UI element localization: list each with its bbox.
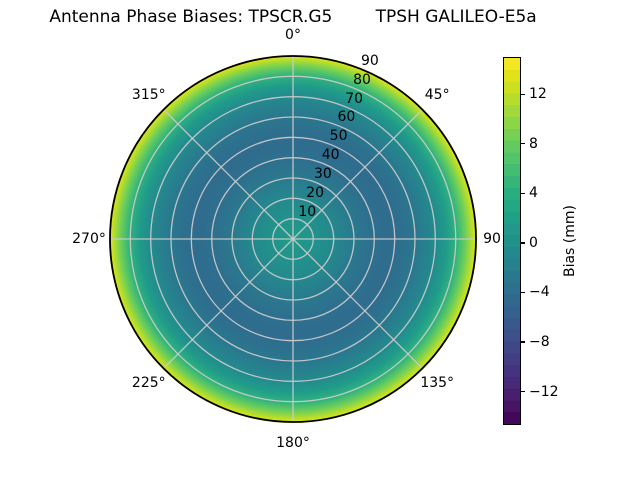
colorbar-axis-label: Bias (mm) [562, 204, 578, 278]
colorbar-tick-label: 12 [529, 86, 547, 103]
theta-tick-label: 0° [285, 27, 301, 43]
theta-tick-label: 45° [424, 86, 450, 103]
theta-tick-label: 270° [72, 231, 106, 247]
colorbar [503, 57, 521, 425]
colorbar-tick-label: −4 [529, 284, 550, 301]
plot-title: Antenna Phase Biases: TPSCR.G5 TPSH GALI… [49, 7, 537, 27]
r-tick-label: 50 [329, 128, 348, 145]
r-tick-label: 30 [313, 166, 332, 182]
r-tick-label: 60 [337, 109, 356, 126]
colorbar-tick-label: 0 [529, 234, 538, 251]
r-tick-label: 80 [353, 71, 371, 88]
theta-tick-label: 90 [483, 231, 501, 247]
polar-axes [109, 55, 477, 423]
r-tick-label: 20 [306, 184, 325, 201]
colorbar-tick-label: 4 [529, 185, 538, 202]
polar-grid [109, 55, 477, 423]
colorbar-tick-mark [521, 242, 525, 244]
theta-tick-label: 180° [276, 435, 310, 451]
colorbar-tick-mark [521, 192, 525, 194]
r-tick-label: 90 [360, 52, 379, 69]
colorbar-tick-label: −12 [529, 383, 559, 400]
colorbar-tick-mark [521, 291, 525, 294]
r-tick-label: 10 [298, 203, 317, 220]
colorbar-tick-label: −8 [529, 334, 550, 350]
r-tick-label: 70 [345, 90, 364, 107]
colorbar-tick-mark [521, 143, 525, 145]
r-tick-label: 40 [321, 147, 340, 164]
theta-tick-label: 315° [131, 86, 166, 103]
colorbar-tick-mark [521, 341, 525, 343]
colorbar-tick-label: 8 [529, 135, 538, 152]
colorbar-tick-mark [521, 390, 525, 393]
theta-tick-label: 225° [131, 375, 166, 392]
theta-tick-label: 135° [420, 375, 455, 392]
colorbar-tick-mark [521, 93, 525, 95]
